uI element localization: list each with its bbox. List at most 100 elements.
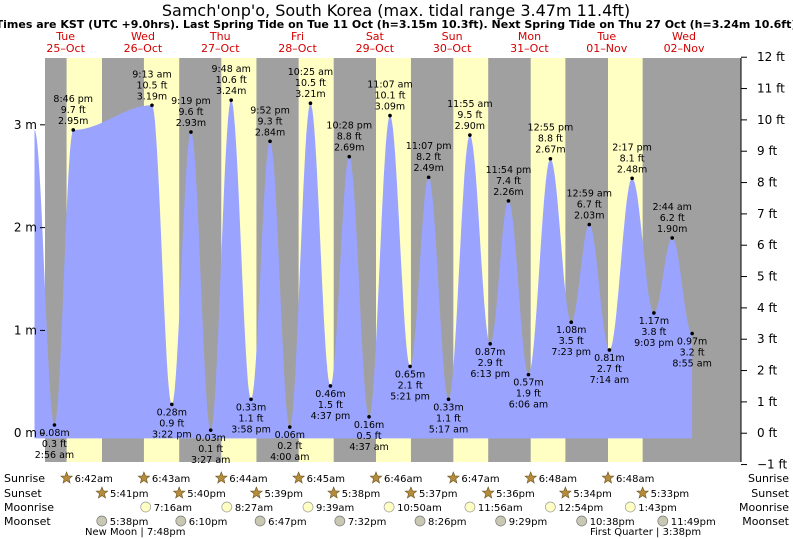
sunrise-time: 6:42am — [75, 474, 113, 485]
tide-height-ft: 2.1 ft — [398, 380, 423, 391]
tide-height-m: 2.67m — [535, 145, 565, 156]
tide-time: 11:07 am — [367, 80, 412, 91]
sunset-time: 5:36pm — [496, 489, 535, 500]
right-tick-label: 5 ft — [757, 270, 777, 284]
moonrise-time: 1:43pm — [638, 503, 677, 514]
tide-height-ft: 3.5 ft — [559, 336, 584, 347]
sunset-time: 5:37pm — [419, 489, 458, 500]
tide-height-ft: 3.2 ft — [680, 348, 705, 359]
tide-time: 7:14 am — [590, 375, 629, 386]
tide-height-m: 2.69m — [334, 143, 364, 154]
sunrise-star-icon — [60, 471, 74, 484]
tide-height-ft: 10.5 ft — [295, 78, 326, 89]
tide-height-m: 1.17m — [639, 316, 669, 327]
tide-height-m: 3.21m — [295, 89, 325, 100]
moonrise-time: 7:16am — [154, 503, 192, 514]
sunset-star-icon — [172, 486, 186, 499]
tide-point — [308, 101, 313, 106]
tide-height-ft: 8.8 ft — [538, 134, 563, 145]
day-label-dow: Thu — [209, 30, 231, 43]
moonset-moon-icon — [96, 515, 108, 527]
tide-height-m: 0.08m — [39, 428, 69, 439]
tide-height-m: 0.03m — [196, 433, 226, 444]
moonset-time: 10:38pm — [590, 517, 635, 528]
row-label-right: Sunrise — [748, 472, 789, 485]
day-label-date: 01–Nov — [586, 42, 627, 55]
tide-curve — [34, 100, 693, 439]
tide-point — [328, 384, 333, 388]
tide-time: 6:13 pm — [470, 369, 510, 380]
day-label-dow: Tue — [596, 30, 616, 43]
tide-height-m: 0.97m — [677, 337, 707, 348]
tide-time: 9:52 pm — [250, 105, 290, 116]
tide-height-m: 0.46m — [315, 389, 345, 400]
tide-height-m: 2.90m — [455, 121, 485, 132]
moonrise-moon-icon — [544, 501, 556, 513]
day-label-date: 30–Oct — [433, 42, 472, 55]
moonset-moon-icon — [414, 515, 426, 527]
right-tick-label: 0 ft — [757, 426, 777, 440]
moonset-time: 5:38pm — [110, 517, 149, 528]
tide-height-m: 2.84m — [255, 127, 285, 138]
tide-height-ft: 9.5 ft — [457, 110, 482, 121]
moonrise-moon-icon — [302, 501, 314, 513]
day-label-date: 25–Oct — [46, 42, 85, 55]
tide-height-ft: 1.9 ft — [516, 389, 541, 400]
tide-height-ft: 0.2 ft — [277, 441, 302, 452]
tide-height-ft: 10.5 ft — [136, 80, 167, 91]
tide-height-m: 2.26m — [493, 187, 523, 198]
tide-height-m: 3.09m — [375, 102, 405, 113]
moonset-moon-icon — [254, 515, 266, 527]
tide-height-m: 1.08m — [556, 325, 586, 336]
tide-height-ft: 8.8 ft — [337, 132, 362, 143]
tide-height-m: 0.16m — [354, 420, 384, 431]
moonset-time: 6:47pm — [268, 517, 307, 528]
tide-height-ft: 0.3 ft — [42, 439, 67, 450]
tide-point — [268, 139, 272, 144]
left-tick-label: 2 m — [14, 221, 37, 235]
tide-height-ft: 2.9 ft — [478, 358, 503, 369]
tide-point — [208, 428, 213, 432]
tide-time: 4:37 pm — [311, 411, 351, 422]
tide-height-m: 0.33m — [433, 402, 463, 413]
right-tick-label: 4 ft — [757, 301, 777, 315]
sunrise-star-icon — [137, 471, 151, 484]
sunset-star-icon — [636, 486, 650, 499]
tide-height-m: 2.03m — [574, 211, 604, 222]
right-tick-label: 2 ft — [757, 364, 777, 378]
tide-point — [408, 364, 412, 369]
tide-height-ft: 1.1 ft — [239, 413, 264, 424]
tide-height-ft: 8.2 ft — [416, 152, 441, 163]
tide-height-m: 3.24m — [216, 86, 246, 97]
moonrise-time: 9:39am — [316, 503, 354, 514]
tide-height-ft: 6.7 ft — [577, 200, 602, 211]
tide-height-ft: 9.3 ft — [258, 116, 283, 127]
tide-point — [347, 154, 352, 159]
right-tick-label: 8 ft — [757, 176, 777, 190]
tide-height-ft: 0.1 ft — [198, 444, 223, 455]
tide-point — [150, 103, 154, 108]
tide-height-m: 1.90m — [657, 224, 687, 235]
tide-point — [548, 156, 553, 161]
moonrise-moon-icon — [140, 501, 152, 513]
sunrise-time: 6:46am — [384, 474, 422, 485]
tide-time: 3:27 am — [191, 455, 230, 466]
moonrise-moon-icon — [383, 501, 395, 513]
right-tick-label: 3 ft — [757, 332, 777, 346]
tide-time: 5:17 am — [429, 424, 468, 435]
right-axis-feet: −1 ft 0 ft 1 ft 2 ft 3 ft 4 ft 5 ft 6 ft 7 ft 8 f… — [740, 50, 788, 472]
sunrise-time: 6:43am — [152, 474, 190, 485]
tide-point — [607, 348, 612, 352]
row-label-right: Moonrise — [739, 501, 789, 514]
tide-height-m: 2.49m — [413, 163, 443, 174]
tide-time: 2:17 pm — [612, 142, 652, 153]
day-label-dow: Fri — [291, 30, 304, 43]
day-label-dow: Wed — [672, 30, 696, 43]
tide-time: 9:03 pm — [634, 338, 674, 349]
right-tick-label: −1 ft — [757, 458, 788, 472]
right-tick-label: 6 ft — [757, 238, 777, 252]
moonset-time: 7:32pm — [348, 517, 387, 528]
tide-height-m: 0.87m — [475, 347, 505, 358]
